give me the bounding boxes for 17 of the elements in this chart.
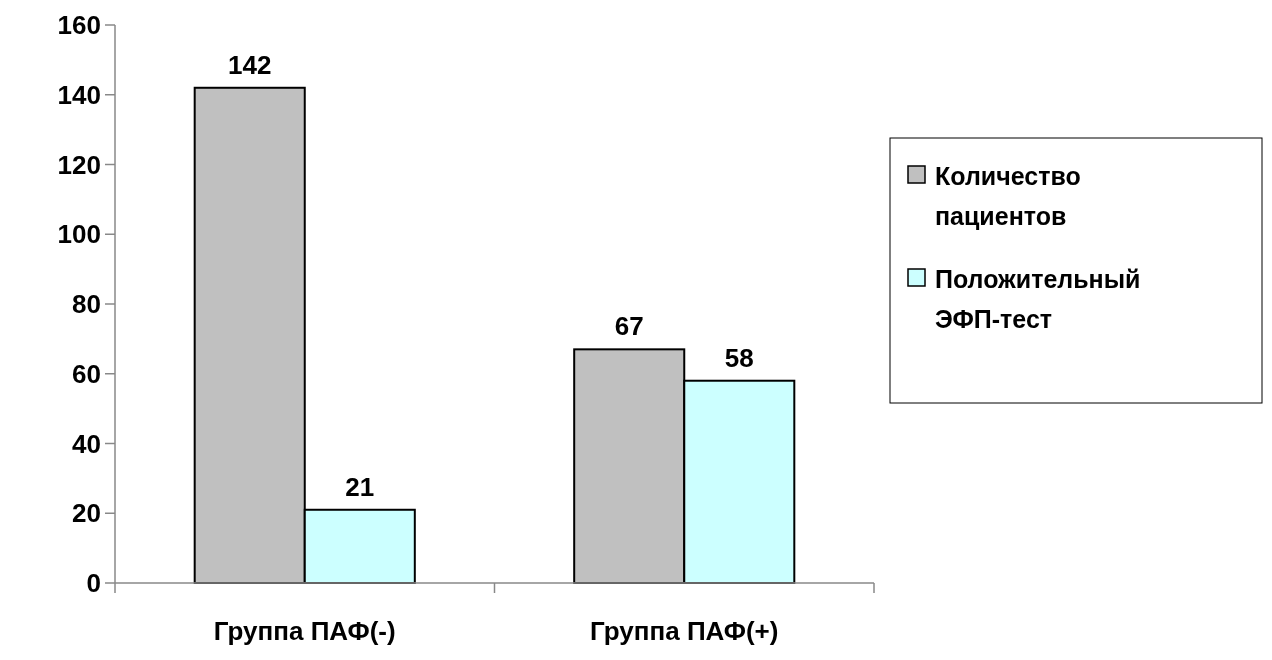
y-tick-label: 140 bbox=[57, 79, 101, 110]
data-label: 67 bbox=[614, 311, 644, 342]
data-label: 142 bbox=[228, 49, 272, 80]
y-tick-label: 80 bbox=[72, 289, 101, 320]
y-tick-label: 60 bbox=[72, 358, 101, 389]
data-label: 21 bbox=[345, 471, 375, 502]
y-tick-label: 160 bbox=[57, 10, 101, 41]
y-tick-label: 0 bbox=[86, 568, 101, 599]
x-tick-label: Группа ПАФ(+) bbox=[590, 616, 779, 646]
y-tick-label: 100 bbox=[57, 219, 101, 250]
y-tick-label: 120 bbox=[57, 149, 101, 180]
y-tick-label: 40 bbox=[72, 428, 101, 459]
data-label: 58 bbox=[724, 342, 754, 373]
legend-label: Положительный ЭФП-тест bbox=[935, 264, 1141, 333]
legend-label: Количество пациентов bbox=[935, 161, 1081, 230]
y-tick-label: 20 bbox=[72, 498, 101, 529]
x-tick-label: Группа ПАФ(-) bbox=[213, 616, 396, 646]
